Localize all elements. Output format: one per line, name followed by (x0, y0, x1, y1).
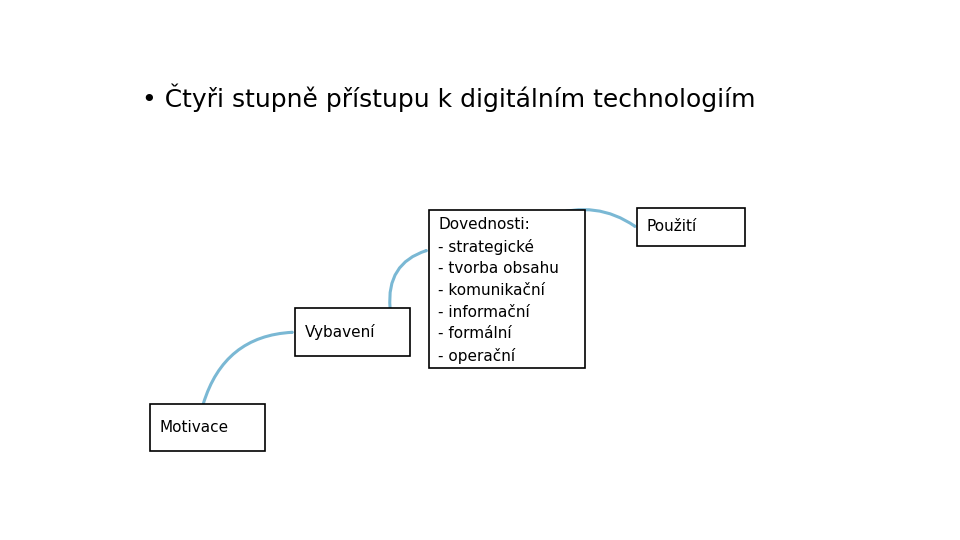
FancyArrowPatch shape (390, 251, 426, 308)
FancyBboxPatch shape (637, 208, 745, 246)
Text: Použití: Použití (647, 219, 697, 234)
FancyBboxPatch shape (150, 404, 265, 451)
Text: • Čtyři stupně přístupu k digitálním technologiím: • Čtyři stupně přístupu k digitálním tec… (142, 84, 756, 112)
FancyArrowPatch shape (204, 332, 292, 404)
Text: Dovednosti:
- strategické
- tvorba obsahu
- komunikační
- informační
- formální
: Dovednosti: - strategické - tvorba obsah… (439, 217, 560, 364)
Text: Motivace: Motivace (159, 420, 228, 435)
FancyBboxPatch shape (429, 210, 585, 368)
FancyArrowPatch shape (550, 210, 635, 226)
FancyBboxPatch shape (295, 308, 410, 356)
Text: Vybavení: Vybavení (304, 324, 375, 340)
